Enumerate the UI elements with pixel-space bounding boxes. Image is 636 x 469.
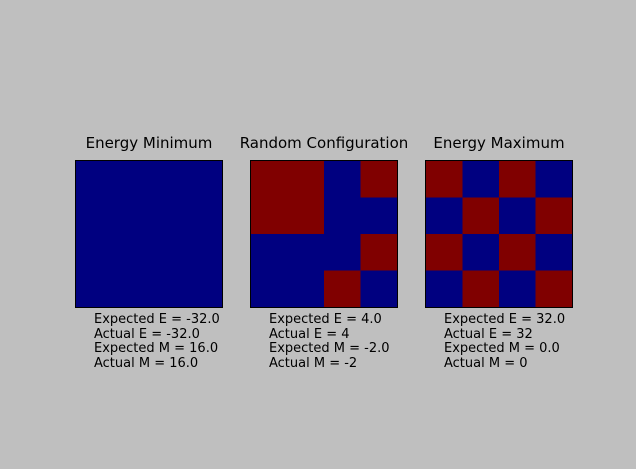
spin-up-cell <box>426 234 463 271</box>
spin-grid <box>250 160 398 308</box>
spin-down-cell <box>185 234 223 271</box>
expected-energy: Expected E = -32.0 <box>94 312 220 327</box>
spin-up-cell <box>535 197 573 235</box>
actual-magnetization: Actual M = 0 <box>444 355 528 371</box>
actual-energy: Actual E = -32.0 <box>94 326 200 342</box>
spin-down-cell <box>462 161 500 198</box>
spin-down-cell <box>112 234 150 271</box>
stats-block: Expected E = 4.0 Actual E = 4 Expected M… <box>269 312 390 371</box>
spin-down-cell <box>76 161 113 198</box>
spin-up-cell <box>287 197 325 235</box>
spin-down-cell <box>149 197 186 235</box>
spin-down-cell <box>360 270 398 308</box>
spin-down-cell <box>185 270 223 308</box>
expected-magnetization: Expected M = -2.0 <box>269 341 390 357</box>
actual-magnetization: Actual M = 16.0 <box>94 355 199 371</box>
panel-title: Energy Maximum <box>433 134 565 152</box>
spin-down-cell <box>535 234 573 271</box>
spin-up-cell <box>324 270 361 308</box>
spin-down-cell <box>324 161 361 198</box>
spin-down-cell <box>185 197 223 235</box>
panel-title: Energy Minimum <box>85 134 213 152</box>
spin-down-cell <box>462 234 500 271</box>
spin-down-cell <box>76 197 113 235</box>
spin-up-cell <box>251 197 288 235</box>
spin-down-cell <box>149 161 186 198</box>
stats-block: Expected E = -32.0 Actual E = -32.0 Expe… <box>94 312 220 371</box>
actual-energy: Actual E = 32 <box>444 326 533 342</box>
spin-down-cell <box>324 197 361 235</box>
spin-down-cell <box>76 270 113 308</box>
spin-down-cell <box>426 270 463 308</box>
grid-frame <box>425 160 573 308</box>
grid-frame <box>250 160 398 308</box>
spin-down-cell <box>426 197 463 235</box>
spin-down-cell <box>149 270 186 308</box>
spin-down-cell <box>287 234 325 271</box>
actual-energy: Actual E = 4 <box>269 326 350 342</box>
expected-magnetization: Expected M = 16.0 <box>94 341 219 357</box>
spin-down-cell <box>76 234 113 271</box>
spin-down-cell <box>112 161 150 198</box>
spin-down-cell <box>324 234 361 271</box>
spin-grid <box>75 160 223 308</box>
spin-up-cell <box>462 197 500 235</box>
spin-up-cell <box>499 234 536 271</box>
spin-down-cell <box>360 197 398 235</box>
spin-down-cell <box>251 234 288 271</box>
spin-up-cell <box>499 161 536 198</box>
spin-up-cell <box>251 161 288 198</box>
spin-up-cell <box>462 270 500 308</box>
expected-energy: Expected E = 4.0 <box>269 312 382 327</box>
stats-block: Expected E = 32.0 Actual E = 32 Expected… <box>444 312 566 371</box>
spin-down-cell <box>499 197 536 235</box>
expected-magnetization: Expected M = 0.0 <box>444 341 560 357</box>
expected-energy: Expected E = 32.0 <box>444 312 566 327</box>
panel-title: Random Configuration <box>239 134 409 152</box>
spin-grid <box>425 160 573 308</box>
spin-down-cell <box>112 197 150 235</box>
actual-magnetization: Actual M = -2 <box>269 355 358 371</box>
spin-down-cell <box>499 270 536 308</box>
spin-up-cell <box>426 161 463 198</box>
spin-down-cell <box>112 270 150 308</box>
spin-down-cell <box>251 270 288 308</box>
spin-down-cell <box>149 234 186 271</box>
spin-up-cell <box>360 234 398 271</box>
spin-down-cell <box>287 270 325 308</box>
grid-frame <box>75 160 223 308</box>
spin-down-cell <box>535 161 573 198</box>
spin-up-cell <box>535 270 573 308</box>
spin-down-cell <box>185 161 223 198</box>
spin-up-cell <box>360 161 398 198</box>
spin-up-cell <box>287 161 325 198</box>
